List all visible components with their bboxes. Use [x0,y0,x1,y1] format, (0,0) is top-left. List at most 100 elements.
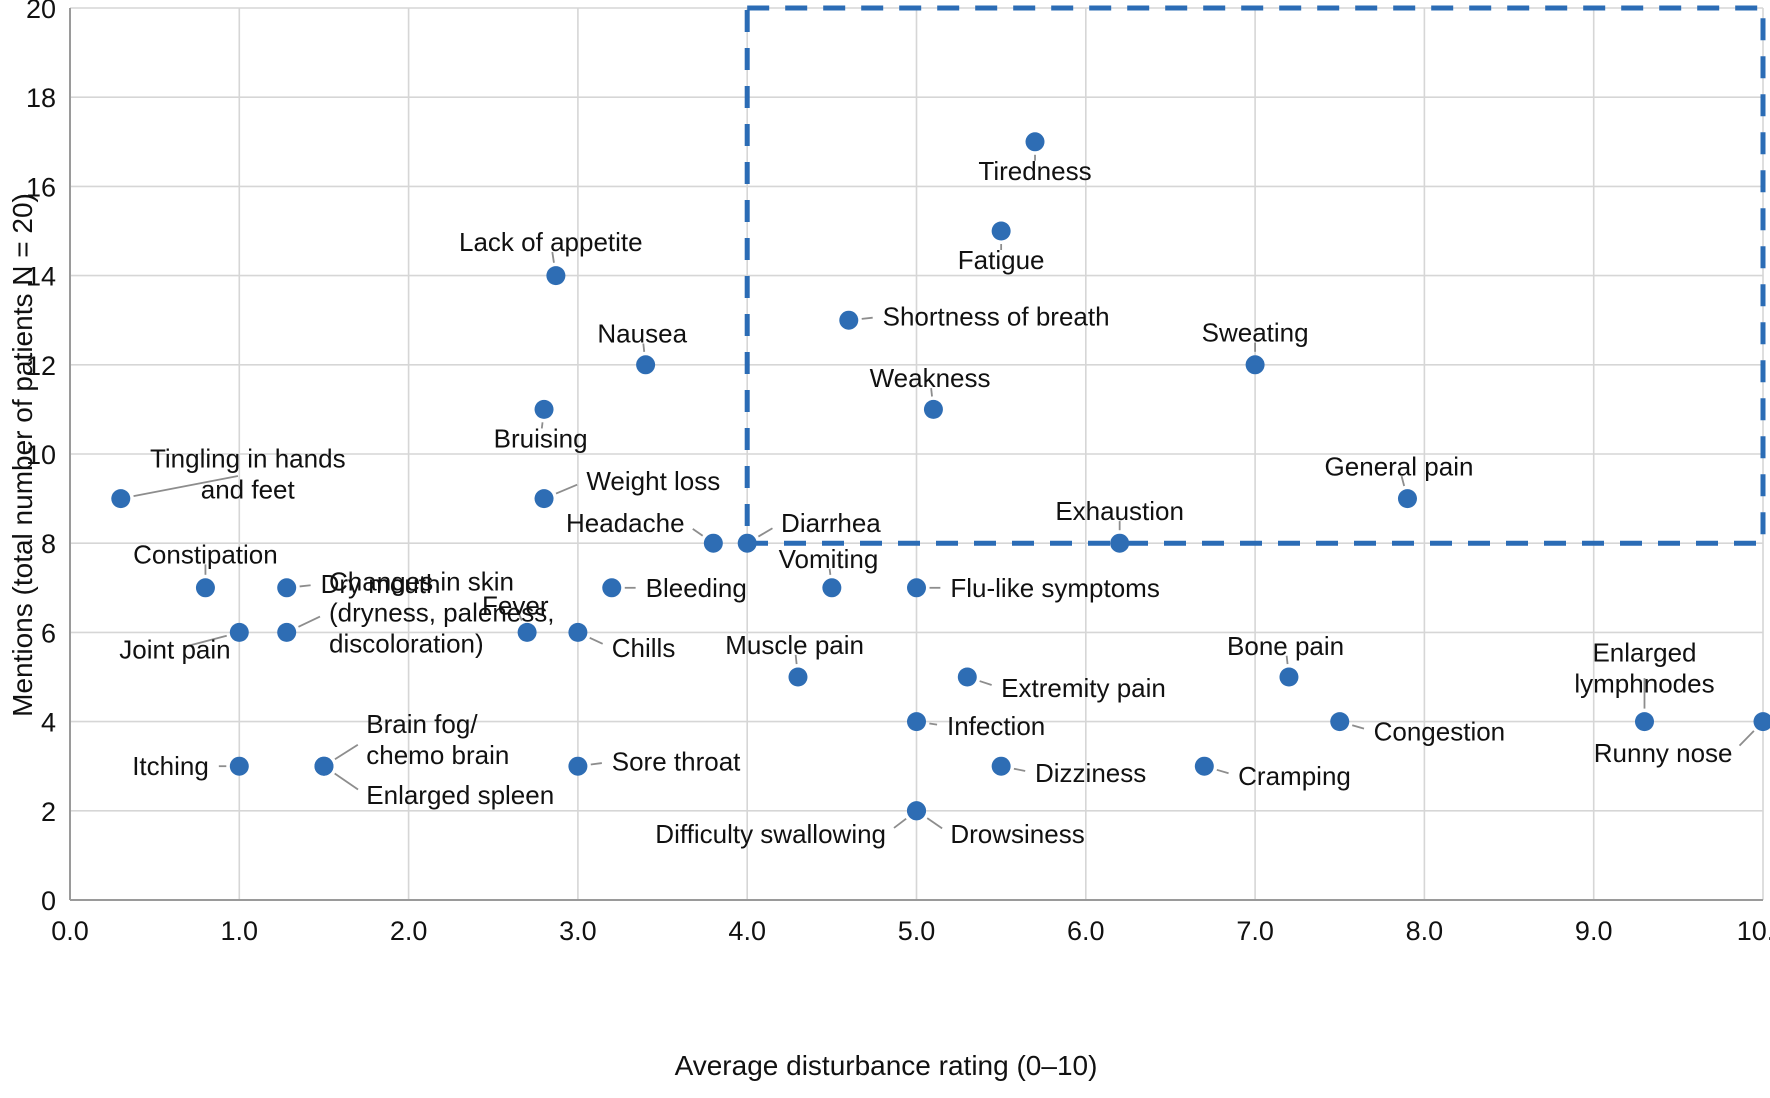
point-label: Cramping [1238,761,1351,791]
x-tick-label: 0.0 [51,916,89,946]
point-label: Sweating [1202,318,1309,348]
data-point[interactable] [703,533,723,553]
leader-line [334,744,359,761]
leader-line [590,762,602,766]
point-label: General pain [1325,451,1474,481]
data-point[interactable] [907,712,926,732]
y-axis-title: Mentions (total number of patients N = 2… [7,193,38,717]
data-point[interactable] [568,756,588,776]
data-point[interactable] [839,310,859,330]
leader-line [757,527,773,538]
leader-line [184,634,227,648]
x-tick-label: 4.0 [728,916,766,946]
y-tick-label: 2 [41,797,56,827]
point-label: Constipation [133,539,278,569]
data-point[interactable] [534,489,554,509]
point-label: Runny nose [1594,738,1733,768]
data-point[interactable] [822,578,842,598]
leader-line [551,251,555,263]
point-label: Weakness [870,363,991,393]
y-tick-label: 12 [26,351,56,381]
data-point[interactable] [277,578,297,598]
data-point[interactable] [1753,712,1770,732]
x-tick-label: 7.0 [1236,916,1274,946]
data-point[interactable] [534,399,554,419]
point-label: Infection [947,711,1045,741]
data-point[interactable] [907,578,926,598]
leader-line [692,528,704,537]
data-point[interactable] [923,399,943,419]
y-tick-label: 6 [41,618,56,648]
data-point[interactable] [1025,132,1045,152]
leader-line [979,680,992,686]
data-point[interactable] [568,622,588,642]
point-label: Brain fog/chemo brain [366,709,509,770]
data-point[interactable] [111,489,131,509]
data-point[interactable] [314,756,334,776]
leader-line [1216,768,1229,775]
data-point[interactable] [1194,756,1214,776]
data-point[interactable] [1634,712,1654,732]
leader-line [828,568,832,575]
data-point[interactable] [602,578,622,598]
data-point[interactable] [957,667,977,687]
point-label: Exhaustion [1055,496,1184,526]
point-label: Weight loss [586,466,720,496]
x-tick-label: 1.0 [221,916,259,946]
y-tick-label: 10 [26,440,56,470]
point-label: Tingling in hands and feet [150,444,346,505]
point-label: Itching [132,751,209,781]
data-point[interactable] [517,622,537,642]
point-label: Enlarged lymphnodes [1574,638,1714,699]
leader-line [299,584,311,588]
point-label: Chills [612,633,676,663]
data-point[interactable] [1279,667,1299,687]
data-point[interactable] [788,667,808,687]
data-point[interactable] [229,756,249,776]
x-tick-label: 8.0 [1406,916,1444,946]
data-point[interactable] [991,756,1011,776]
axis-lines [69,8,1763,901]
leader-line [1400,475,1406,487]
point-labels-layer: Tingling in hands and feet Constipation Joi… [119,156,1732,849]
leader-line [1013,767,1026,772]
leader-line [518,614,523,621]
leader-line [555,483,578,495]
point-label: Dizziness [1035,758,1146,788]
data-point[interactable] [1397,489,1417,509]
data-point[interactable] [229,622,249,642]
data-point[interactable] [636,355,656,375]
data-point[interactable] [277,622,297,642]
point-label: Shortness of breath [883,302,1110,332]
y-tick-label: 0 [41,886,56,916]
leader-line [930,388,933,397]
point-label: Headache [566,508,685,538]
data-point[interactable] [991,221,1011,241]
point-label: Congestion [1374,716,1506,746]
point-label: Extremity pain [1001,673,1166,703]
data-point[interactable] [1330,712,1350,732]
point-label: Vomiting [779,544,879,574]
data-point[interactable] [737,533,757,553]
data-point[interactable] [195,578,215,598]
leader-line [1285,655,1289,665]
leader-line [334,772,359,791]
data-point[interactable] [1245,355,1265,375]
point-label: Lack of appetite [459,227,643,257]
point-label: Fatigue [958,245,1045,275]
point-label: Enlarged spleen [366,780,554,810]
point-label: Tiredness [978,156,1091,186]
y-tick-label: 16 [26,172,56,202]
y-tick-label: 14 [26,262,56,292]
leader-lines [133,154,1755,830]
y-tick-label: 4 [41,708,56,738]
data-point[interactable] [546,266,566,286]
data-point[interactable] [907,801,926,821]
leader-line [133,475,239,498]
point-label: Dry mouth [321,569,441,599]
x-axis-tick-labels: 0.0 1.0 2.0 3.0 4.0 5.0 6.0 7.0 8.0 9.0 10.0 [51,916,1770,946]
leader-line [929,722,938,726]
data-point[interactable] [1110,533,1130,553]
